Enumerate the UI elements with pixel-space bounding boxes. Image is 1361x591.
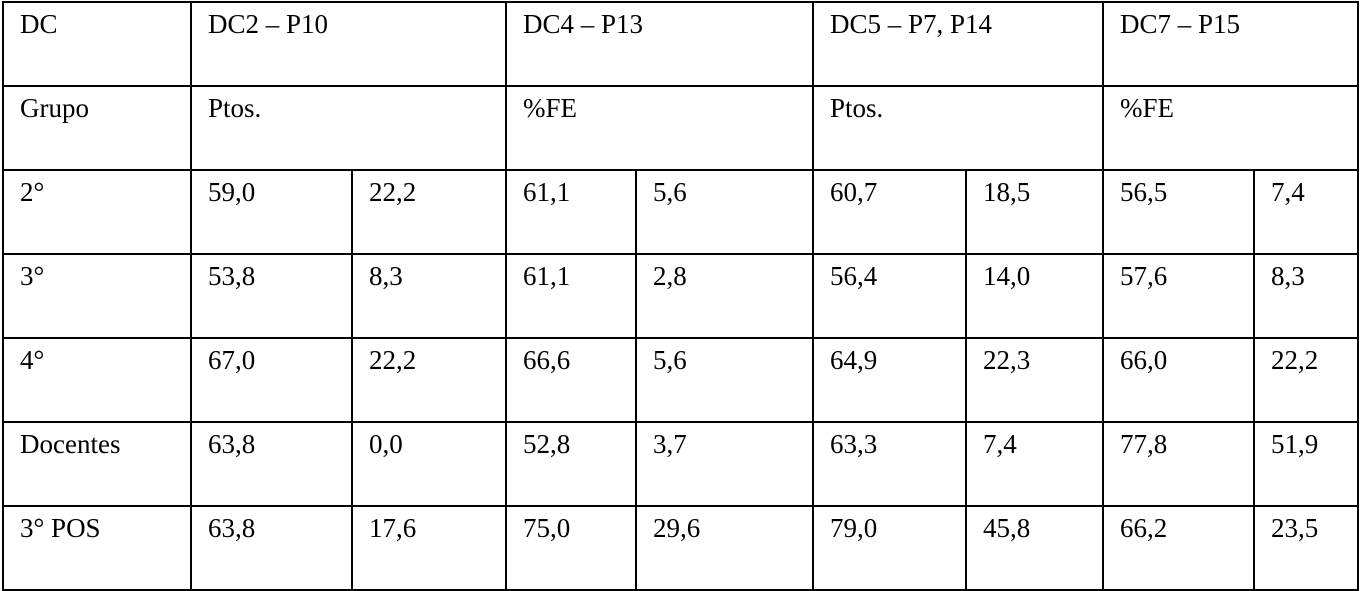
- table-cell: 63,3: [812, 421, 967, 507]
- table-cell: 7,4: [1253, 169, 1360, 255]
- unit-header-dc5: Ptos.: [811, 85, 1105, 171]
- table-body: 2° 59,0 22,2 61,1 5,6 60,7 18,5 56,5 7,4 3° 53,8 8,…: [2, 169, 1360, 591]
- table-cell: 64,9: [812, 337, 967, 423]
- table-cell: 56,4: [812, 253, 967, 339]
- header-row: DC DC2 – P10 DC4 – P13 DC5 – P7, P14 DC7…: [2, 1, 1360, 87]
- group-header-dc4: DC4 – P13: [505, 1, 814, 87]
- table-cell: 52,8: [505, 421, 637, 507]
- group-header-dc2: DC2 – P10: [190, 1, 507, 87]
- table-cell: 22,2: [351, 169, 507, 255]
- table-cell: 66,0: [1102, 337, 1256, 423]
- table-cell: 63,8: [190, 421, 353, 507]
- table-row: 3° 53,8 8,3 61,1 2,8 56,4 14,0 57,6 8,3: [2, 253, 1360, 339]
- unit-header-dc7: %FE: [1102, 85, 1360, 171]
- unit-header-dc4: %FE: [505, 85, 814, 171]
- table-cell: 61,1: [505, 253, 637, 339]
- table-cell: 53,8: [190, 253, 353, 339]
- table-cell: 61,1: [505, 169, 637, 255]
- table-cell: 79,0: [812, 505, 967, 591]
- row-group-label: 3°: [2, 253, 192, 339]
- table-cell: 0,0: [351, 421, 507, 507]
- table-row: Docentes 63,8 0,0 52,8 3,7 63,3 7,4 77,8 51,9: [2, 421, 1360, 507]
- table-cell: 22,2: [351, 337, 507, 423]
- table-cell: 22,2: [1253, 337, 1360, 423]
- table-cell: 5,6: [635, 169, 814, 255]
- table-cell: 8,3: [351, 253, 507, 339]
- table-cell: 17,6: [351, 505, 507, 591]
- table-row: 2° 59,0 22,2 61,1 5,6 60,7 18,5 56,5 7,4: [2, 169, 1360, 255]
- table-cell: 77,8: [1102, 421, 1256, 507]
- table-cell: 29,6: [635, 505, 814, 591]
- table-cell: 51,9: [1253, 421, 1360, 507]
- table-cell: 23,5: [1253, 505, 1360, 591]
- table-cell: 5,6: [635, 337, 814, 423]
- table-cell: 2,8: [635, 253, 814, 339]
- table-cell: 66,2: [1102, 505, 1256, 591]
- row-group-label: Docentes: [2, 421, 192, 507]
- row-group-label: 4°: [2, 337, 192, 423]
- table-cell: 57,6: [1102, 253, 1256, 339]
- group-header-dc7: DC7 – P15: [1102, 1, 1360, 87]
- row-group-label: 2°: [2, 169, 192, 255]
- table-row: 3° POS 63,8 17,6 75,0 29,6 79,0 45,8 66,2 23,5: [2, 505, 1360, 591]
- row-group-label: 3° POS: [2, 505, 192, 591]
- group-header-dc5: DC5 – P7, P14: [811, 1, 1105, 87]
- table-cell: 60,7: [812, 169, 967, 255]
- table-cell: 59,0: [190, 169, 353, 255]
- table-cell: 45,8: [964, 505, 1105, 591]
- table-cell: 14,0: [964, 253, 1105, 339]
- subheader-label: Grupo: [2, 85, 192, 171]
- table-cell: 8,3: [1253, 253, 1360, 339]
- table-cell: 75,0: [505, 505, 637, 591]
- unit-header-dc2: Ptos.: [190, 85, 507, 171]
- table-cell: 7,4: [964, 421, 1105, 507]
- table-cell: 18,5: [964, 169, 1105, 255]
- table-cell: 67,0: [190, 337, 353, 423]
- table-row: 4° 67,0 22,2 66,6 5,6 64,9 22,3 66,0 22,2: [2, 337, 1360, 423]
- table-cell: 56,5: [1102, 169, 1256, 255]
- header-label: DC: [2, 1, 192, 87]
- table-cell: 22,3: [964, 337, 1105, 423]
- subheader-row: Grupo Ptos. %FE Ptos. %FE: [2, 85, 1360, 171]
- table-cell: 66,6: [505, 337, 637, 423]
- table-cell: 3,7: [635, 421, 814, 507]
- table-cell: 63,8: [190, 505, 353, 591]
